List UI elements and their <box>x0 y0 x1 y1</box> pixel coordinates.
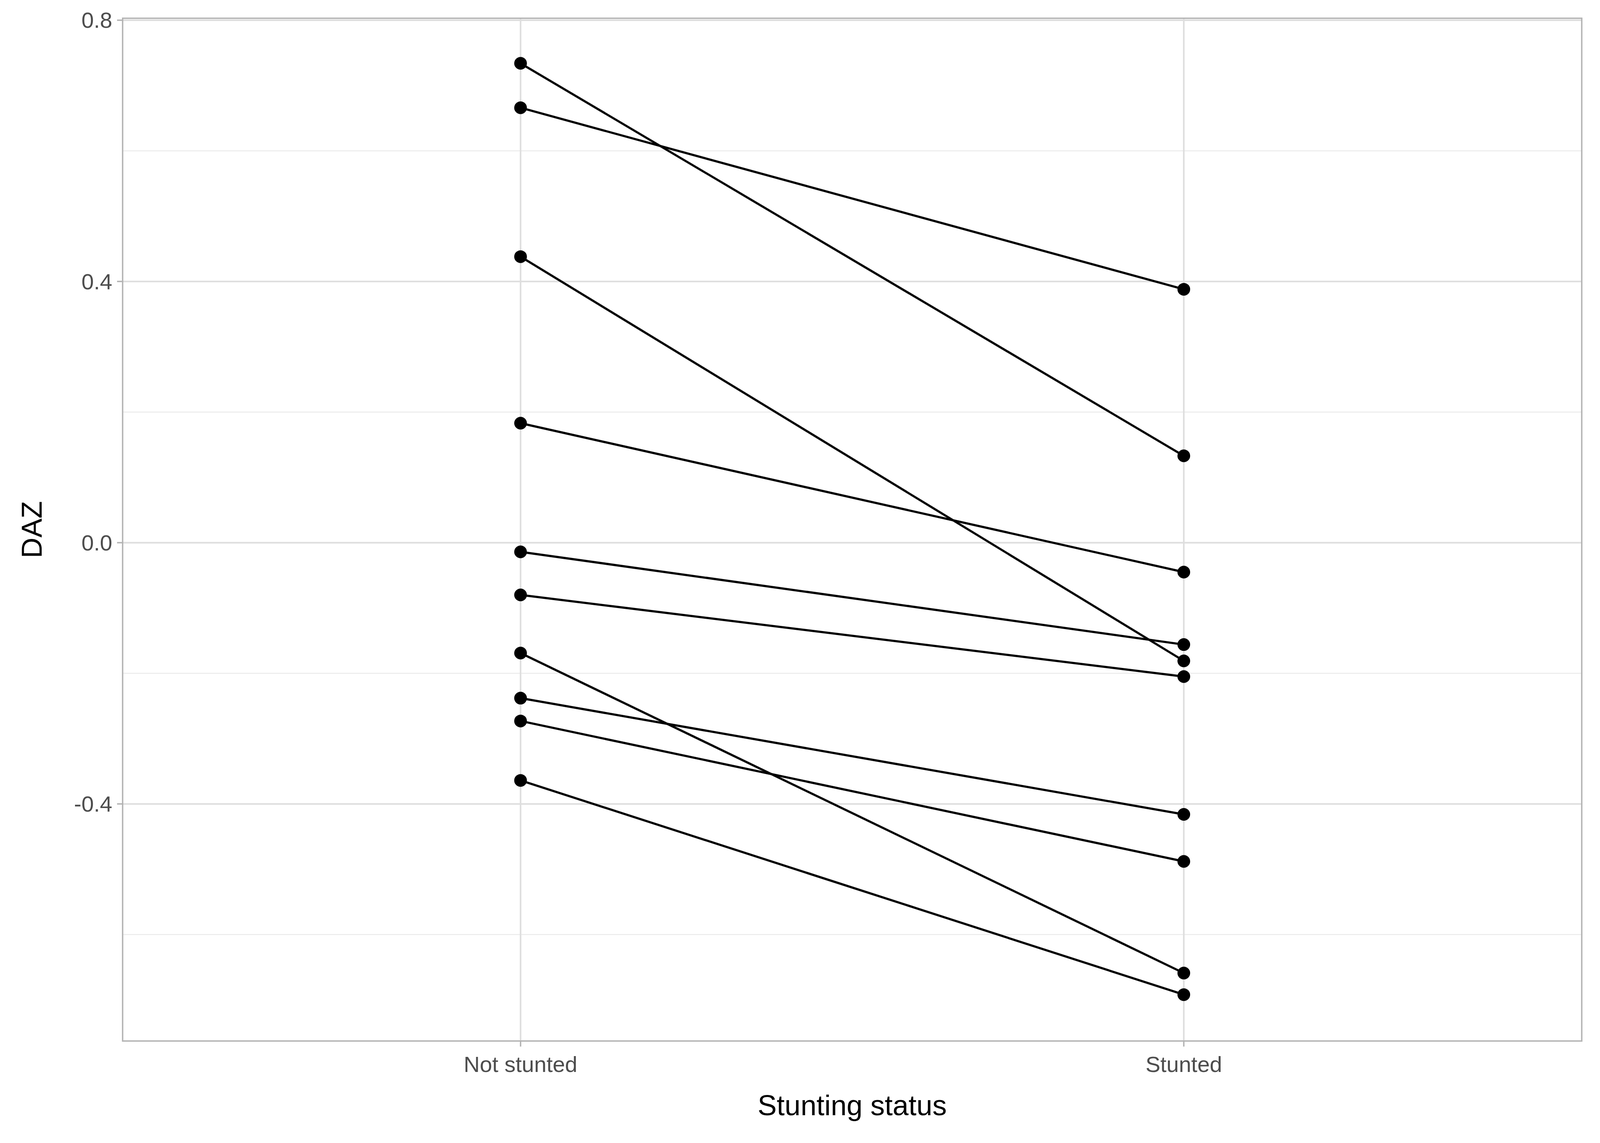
point <box>514 545 527 558</box>
tick-mark <box>519 1040 522 1047</box>
tick-label: 0.0 <box>81 530 113 556</box>
point <box>1177 807 1191 821</box>
grid-line-x <box>1182 18 1185 1041</box>
grid-line <box>122 803 1582 805</box>
series-line <box>520 780 1184 995</box>
point <box>1177 565 1191 579</box>
point <box>1177 966 1191 980</box>
series-line <box>520 594 1184 677</box>
point <box>1177 654 1191 668</box>
point <box>1177 449 1191 463</box>
tick-label: Not stunted <box>463 1051 578 1077</box>
grid-line <box>122 541 1582 544</box>
panel-border <box>122 18 1582 1041</box>
data <box>514 57 1191 1002</box>
grid-line-x <box>519 18 522 1041</box>
tick-mark <box>117 803 123 805</box>
series-line <box>520 698 1184 815</box>
axes: -0.4 0.0 0.4 0.8 Not stunted Stunted <box>74 7 1223 1077</box>
grid-line <box>122 280 1582 283</box>
tick-mark <box>117 19 123 22</box>
point <box>514 101 527 114</box>
point <box>1177 282 1191 296</box>
series-line <box>520 551 1184 645</box>
tick-label: Stunted <box>1145 1051 1223 1077</box>
background <box>0 0 1600 1143</box>
minor-grid-line <box>122 672 1582 674</box>
tick-label: -0.4 <box>74 791 113 817</box>
series-line <box>520 63 1184 456</box>
grid-line <box>122 19 1582 22</box>
tick-mark <box>117 542 123 544</box>
series-line <box>520 107 1184 289</box>
minor-grid-line <box>122 150 1582 152</box>
point <box>1177 854 1191 868</box>
point <box>1177 670 1191 683</box>
grid <box>122 18 1582 1041</box>
point <box>1177 988 1191 1001</box>
x-axis-title: Stunting status <box>757 1089 947 1122</box>
chart: -0.4 0.0 0.4 0.8 Not stunted Stunted Stunting … <box>0 0 1600 1143</box>
point <box>514 250 527 264</box>
minor-grid-line <box>122 934 1582 936</box>
tick-mark <box>1182 1040 1185 1047</box>
point <box>514 691 527 705</box>
y-axis-title: DAZ <box>15 501 48 559</box>
point <box>514 646 527 660</box>
series-line <box>520 721 1184 862</box>
tick-mark <box>117 280 123 283</box>
tick-label: 0.4 <box>81 269 113 295</box>
point <box>514 773 527 787</box>
series-line <box>520 256 1184 662</box>
point <box>514 416 527 430</box>
minor-grid-line <box>122 411 1582 413</box>
series-line <box>520 423 1184 572</box>
point <box>1177 638 1191 651</box>
tick-label: 0.8 <box>81 7 113 33</box>
point <box>514 588 527 602</box>
point <box>514 57 527 70</box>
point <box>514 714 527 728</box>
